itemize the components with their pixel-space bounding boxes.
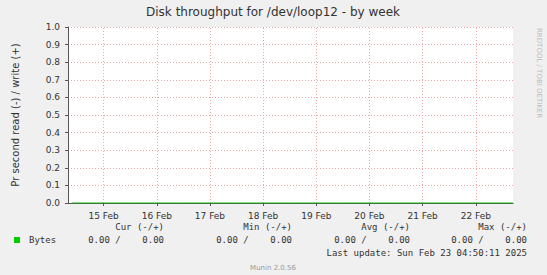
svg-text:0.9: 0.9	[46, 40, 61, 50]
svg-text:0.3: 0.3	[46, 145, 60, 155]
svg-text:22 Feb: 22 Feb	[461, 211, 492, 221]
svg-text:0.8: 0.8	[46, 57, 61, 67]
svg-text:0.00 / 0.00: 0.00 / 0.00	[451, 235, 527, 245]
svg-text:0.6: 0.6	[46, 92, 61, 102]
svg-text:21 Feb: 21 Feb	[407, 211, 438, 221]
svg-text:0.00 / 0.00: 0.00 / 0.00	[216, 235, 292, 245]
svg-text:0.2: 0.2	[46, 163, 60, 173]
svg-text:Pr second read (-) / write (+): Pr second read (-) / write (+)	[10, 43, 21, 186]
svg-text:20 Feb: 20 Feb	[354, 211, 385, 221]
svg-text:Max (-/+): Max (-/+)	[478, 222, 527, 232]
svg-text:Avg (-/+): Avg (-/+)	[361, 222, 410, 232]
svg-text:0.00 / 0.00: 0.00 / 0.00	[88, 235, 164, 245]
svg-text:Bytes: Bytes	[29, 235, 56, 245]
svg-text:RRDTOOL / TOBI OETIKER: RRDTOOL / TOBI OETIKER	[535, 28, 543, 118]
svg-text:0.0: 0.0	[46, 198, 61, 208]
svg-text:1.0: 1.0	[46, 22, 61, 32]
svg-text:0.4: 0.4	[46, 128, 61, 138]
svg-text:0.00 / 0.00: 0.00 / 0.00	[334, 235, 410, 245]
svg-text:Disk throughput for /dev/loop1: Disk throughput for /dev/loop12 - by wee…	[146, 5, 400, 19]
svg-text:0.7: 0.7	[46, 75, 60, 85]
svg-text:16 Feb: 16 Feb	[142, 211, 173, 221]
svg-text:18 Feb: 18 Feb	[248, 211, 279, 221]
svg-text:Munin 2.0.56: Munin 2.0.56	[250, 264, 296, 272]
svg-text:Last update: Sun Feb 23 04:50:: Last update: Sun Feb 23 04:50:11 2025	[327, 248, 527, 258]
svg-text:0.1: 0.1	[46, 180, 60, 190]
svg-text:0.5: 0.5	[46, 110, 60, 120]
svg-text:17 Feb: 17 Feb	[195, 211, 226, 221]
svg-text:Min (-/+): Min (-/+)	[243, 222, 292, 232]
svg-text:19 Feb: 19 Feb	[301, 211, 332, 221]
svg-text:15 Feb: 15 Feb	[88, 211, 119, 221]
svg-text:Cur (-/+): Cur (-/+)	[115, 222, 164, 232]
